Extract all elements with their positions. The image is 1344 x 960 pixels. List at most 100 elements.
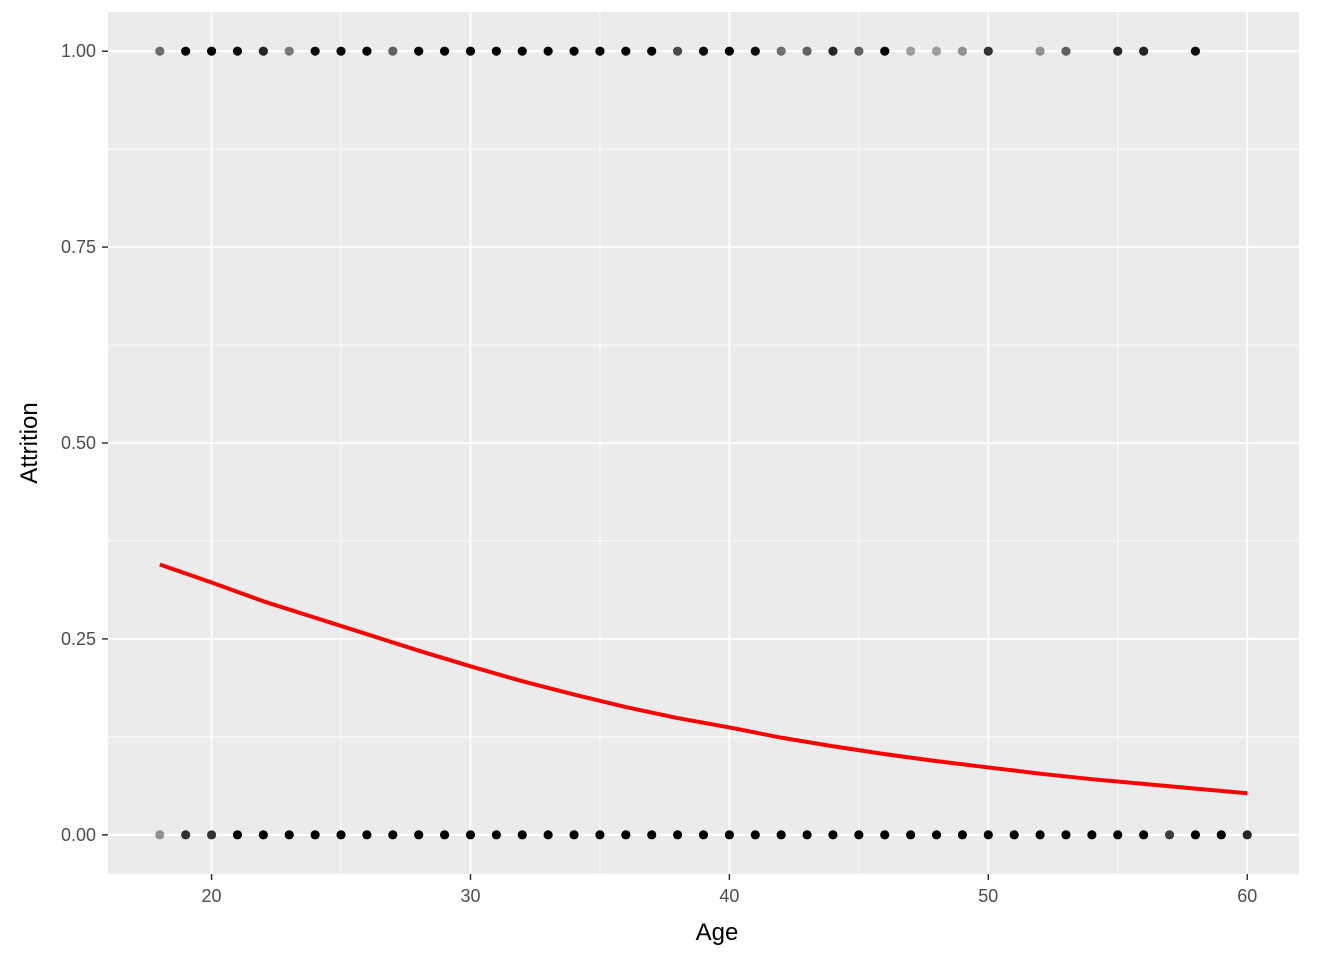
data-point (362, 46, 372, 56)
data-point (465, 46, 476, 56)
data-point (880, 830, 890, 840)
data-point (854, 830, 864, 840)
data-point (1242, 830, 1252, 840)
data-point (1061, 46, 1071, 56)
data-point (1139, 46, 1149, 56)
data-point (776, 830, 786, 840)
data-point (336, 830, 346, 840)
data-point (1061, 830, 1071, 840)
data-point (414, 46, 424, 56)
axis-ticks (102, 50, 1248, 880)
data-point (362, 830, 372, 840)
data-point (1009, 830, 1019, 840)
data-point (750, 830, 760, 840)
data-point (724, 46, 734, 56)
y-tick-label: 0.00 (61, 825, 96, 845)
data-point (673, 830, 683, 840)
data-point (491, 830, 501, 840)
fit-line (159, 562, 1248, 796)
data-point (698, 46, 709, 56)
data-points (155, 46, 1252, 840)
data-point (155, 830, 165, 840)
data-point (414, 830, 424, 840)
data-point (310, 830, 320, 840)
data-point (647, 46, 657, 56)
data-point (569, 46, 579, 56)
data-point (724, 830, 734, 840)
data-point (517, 46, 527, 56)
data-point (750, 46, 760, 56)
data-point (206, 46, 217, 56)
data-point (1113, 830, 1123, 840)
data-point (983, 46, 993, 56)
data-point (543, 46, 553, 56)
y-tick-label: 0.25 (61, 629, 96, 649)
data-point (957, 46, 968, 56)
data-point (439, 830, 450, 840)
data-point (1139, 830, 1149, 840)
data-point (1164, 830, 1175, 840)
fit-line-layer (159, 562, 1248, 796)
data-point (181, 46, 191, 56)
data-point (802, 46, 812, 56)
y-tick-label: 0.50 (61, 433, 96, 453)
data-point (1035, 830, 1045, 840)
data-point (258, 46, 268, 56)
data-point (232, 46, 243, 56)
y-axis-tick-labels: 0.00 0.25 0.50 0.75 1.00 (61, 41, 96, 845)
data-point (1113, 46, 1123, 56)
data-point (206, 830, 217, 840)
data-point (595, 830, 605, 840)
data-point (258, 830, 268, 840)
data-point (595, 46, 605, 56)
y-axis-title: Attrition (16, 402, 43, 483)
x-tick-label: 60 (1237, 886, 1257, 906)
data-point (802, 830, 812, 840)
data-point (906, 46, 916, 56)
x-tick-label: 30 (460, 886, 480, 906)
data-point (569, 830, 579, 840)
data-point (828, 46, 838, 56)
data-point (336, 46, 346, 56)
x-axis-tick-labels: 20 30 40 50 60 (202, 886, 1258, 906)
data-point (647, 830, 657, 840)
data-point (698, 830, 709, 840)
data-point (621, 830, 631, 840)
data-point (491, 46, 501, 56)
y-tick-label: 0.75 (61, 237, 96, 257)
data-point (465, 830, 476, 840)
data-point (543, 830, 553, 840)
data-point (957, 830, 968, 840)
data-point (1035, 46, 1045, 56)
data-point (983, 830, 993, 840)
data-point (776, 46, 786, 56)
data-point (854, 46, 864, 56)
data-point (284, 46, 294, 56)
data-point (906, 830, 916, 840)
data-point (673, 46, 683, 56)
data-point (284, 830, 294, 840)
data-point (155, 46, 165, 56)
data-point (388, 46, 398, 56)
data-point (388, 830, 398, 840)
data-point (439, 46, 450, 56)
data-point (310, 46, 320, 56)
data-point (828, 830, 838, 840)
data-point (181, 830, 191, 840)
x-tick-label: 40 (719, 886, 739, 906)
data-point (621, 46, 631, 56)
data-point (931, 830, 942, 840)
data-point (1190, 46, 1201, 56)
data-point (1216, 830, 1226, 840)
data-point (880, 46, 890, 56)
data-point (1190, 830, 1201, 840)
y-tick-label: 1.00 (61, 41, 96, 61)
data-point (232, 830, 243, 840)
x-axis-title: Age (696, 919, 739, 946)
data-point (931, 46, 942, 56)
x-tick-label: 50 (978, 886, 998, 906)
data-point (1087, 830, 1097, 840)
data-point (517, 830, 527, 840)
x-tick-label: 20 (202, 886, 222, 906)
